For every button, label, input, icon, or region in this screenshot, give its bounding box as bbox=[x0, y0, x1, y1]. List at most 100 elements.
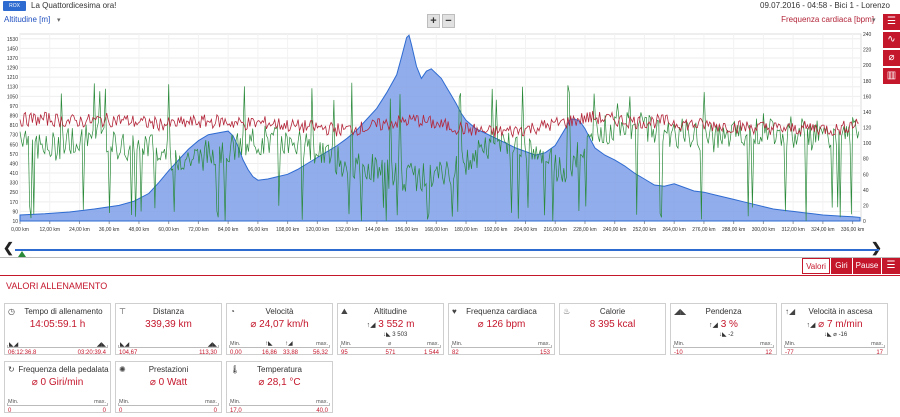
card-title: Altitudine bbox=[374, 307, 407, 316]
tab-values[interactable]: Valori bbox=[802, 258, 830, 274]
thermometer-icon: 🌡 bbox=[230, 365, 241, 374]
card-value: ↑◢ 3 552 m bbox=[366, 319, 415, 330]
y-right-tick-label: 220 bbox=[863, 48, 872, 54]
clock-icon: ◷ bbox=[8, 307, 15, 316]
heartrate-axis-selector[interactable]: Frequenza cardiaca [bpm] bbox=[781, 15, 874, 24]
altitude-dropdown-icon[interactable]: ▾ bbox=[57, 17, 61, 24]
card-value: ⌀ 24,07 km/h bbox=[250, 319, 309, 330]
x-tick-label: 24,00 km bbox=[69, 227, 90, 233]
altitude-heartrate-chart[interactable]: 10 90 170 250 330 410 490 570 650 730 810 890 970 105… bbox=[0, 28, 881, 240]
card-value: ⌀ 126 bpm bbox=[477, 319, 526, 330]
card-title: Velocità in ascesa bbox=[808, 307, 873, 316]
card-value: 8 395 kcal bbox=[589, 319, 636, 330]
x-tick-label: 96,00 km bbox=[248, 227, 269, 233]
max-label: max. bbox=[316, 341, 328, 347]
scroll-left-icon[interactable]: ❮ bbox=[3, 240, 14, 255]
climb-icon: ◢◣ bbox=[96, 342, 106, 348]
altitude-axis-selector[interactable]: Altitudine [m] bbox=[4, 15, 51, 24]
y-left-tick-label: 810 bbox=[10, 123, 19, 129]
card-cadence: ↻ Frequenza della pedalata ⌀ 0 Giri/min … bbox=[4, 361, 111, 414]
section-divider bbox=[0, 275, 900, 276]
card-value: 14:05:59.1 h bbox=[29, 319, 86, 330]
card-right-value: 03:20:39.4 bbox=[77, 350, 106, 356]
card-altitude: ⛰ Altitudine ↑◢ 3 552 m ↓◣ 3 503 Min. ⌀ … bbox=[337, 303, 444, 356]
x-tick-label: 228,00 km bbox=[573, 227, 596, 233]
activity-user: Lorenzo bbox=[861, 1, 890, 10]
x-tick-label: 60,00 km bbox=[158, 227, 179, 233]
climb-icon: ◢◣ bbox=[207, 342, 217, 348]
x-tick-label: 300,00 km bbox=[752, 227, 775, 233]
y-left-tick-label: 170 bbox=[10, 200, 19, 206]
max-label: max. bbox=[205, 399, 217, 405]
x-tick-label: 168,00 km bbox=[425, 227, 448, 233]
mountain-icon: ⛰ bbox=[341, 307, 348, 316]
cadence-icon: ↻ bbox=[8, 365, 15, 374]
min-label: Min. bbox=[452, 341, 463, 347]
activity-meta: 09.07.2016 - 04:58 - Bici 1 - Lorenzo bbox=[760, 1, 890, 10]
card-title: Frequenza della pedalata bbox=[18, 365, 109, 374]
zoom-out-button[interactable]: − bbox=[442, 14, 455, 28]
timeline-handle[interactable] bbox=[18, 251, 26, 257]
y-left-tick-label: 570 bbox=[10, 152, 19, 158]
zoom-in-button[interactable]: + bbox=[427, 14, 440, 28]
y-right-tick-label: 240 bbox=[863, 32, 872, 38]
list-icon[interactable]: ☰ bbox=[883, 14, 900, 30]
card-temperature: 🌡 Temperatura ⌀ 28,1 °C Min. max. 17,0 4… bbox=[226, 361, 333, 414]
scroll-right-icon[interactable]: ❯ bbox=[871, 240, 882, 255]
max-label: max. bbox=[94, 399, 106, 405]
max-label: max. bbox=[871, 341, 883, 347]
x-tick-label: 336,00 km bbox=[841, 227, 864, 233]
line-chart-icon[interactable]: ∿ bbox=[883, 32, 900, 48]
tab-laps[interactable]: Giri bbox=[831, 258, 852, 274]
range-bar bbox=[340, 345, 441, 351]
heartrate-dropdown-icon[interactable]: ▾ bbox=[872, 17, 876, 24]
card-value: 339,39 km bbox=[145, 319, 192, 330]
x-tick-label: 0,00 km bbox=[11, 227, 29, 233]
card-title: Pendenza bbox=[705, 307, 742, 316]
y-left-tick-label: 10 bbox=[12, 219, 18, 225]
avg-symbol: ⌀ bbox=[388, 341, 392, 347]
activity-date: 09.07.2016 bbox=[760, 1, 801, 10]
card-value: ⌀ 28,1 °C bbox=[258, 377, 301, 388]
y-left-tick-label: 410 bbox=[10, 171, 19, 177]
max-value: 153 bbox=[539, 350, 550, 356]
card-power: ✺ Prestazioni ⌀ 0 Watt Min. max. 0 0 bbox=[115, 361, 222, 414]
x-tick-label: 48,00 km bbox=[129, 227, 150, 233]
diameter-icon[interactable]: ⌀ bbox=[883, 50, 900, 66]
signpost-icon: ⊤ bbox=[119, 307, 126, 316]
speedometer-icon: ◔ bbox=[230, 307, 235, 316]
card-slope: ◢◣ Pendenza ↑◢ 3 % ↓◣ -2 Min. max. -10 1… bbox=[670, 303, 777, 356]
min-value: 17,0 bbox=[230, 408, 242, 414]
activity-time: 04:58 bbox=[807, 1, 828, 10]
divider bbox=[0, 257, 900, 258]
min-value: 82 bbox=[452, 350, 459, 356]
card-heart: ♥ Frequenza cardiaca ⌀ 126 bpm Min. max.… bbox=[448, 303, 555, 356]
slope-down-icon: ↑◣ bbox=[265, 341, 273, 347]
card-left-value: 104,67 bbox=[119, 350, 138, 356]
tab-list-icon[interactable]: ☰ bbox=[882, 258, 900, 274]
x-tick-label: 132,00 km bbox=[335, 227, 358, 233]
speed-line bbox=[19, 82, 860, 222]
range-bar bbox=[229, 345, 330, 351]
max-value: 56,32 bbox=[312, 350, 328, 356]
bar-chart-icon[interactable]: ▥ bbox=[883, 68, 900, 84]
activity-bike: Bici 1 bbox=[834, 1, 854, 10]
climb-speed-icon: ↑◢ bbox=[785, 307, 796, 316]
x-tick-label: 108,00 km bbox=[276, 227, 299, 233]
y-right-tick-label: 100 bbox=[863, 141, 872, 147]
card-title: Calorie bbox=[599, 307, 626, 316]
downhill-value: ↓◣ -2 bbox=[719, 332, 734, 338]
x-tick-label: 72,00 km bbox=[188, 227, 209, 233]
tab-pauses[interactable]: Pause bbox=[853, 258, 881, 274]
heartrate-line bbox=[19, 110, 859, 139]
y-left-tick-label: 90 bbox=[12, 209, 18, 215]
min-label: Min. bbox=[341, 341, 352, 347]
slope-up-icon: ↑◢ bbox=[285, 341, 293, 347]
x-tick-label: 120,00 km bbox=[306, 227, 329, 233]
top-bar: ROX La Quattordicesima ora! 09.07.2016 -… bbox=[0, 0, 900, 12]
min-value: -77 bbox=[785, 350, 794, 356]
y-left-tick-label: 890 bbox=[10, 114, 19, 120]
timeline-track[interactable] bbox=[15, 249, 879, 251]
y-left-tick-label: 1210 bbox=[7, 75, 18, 81]
